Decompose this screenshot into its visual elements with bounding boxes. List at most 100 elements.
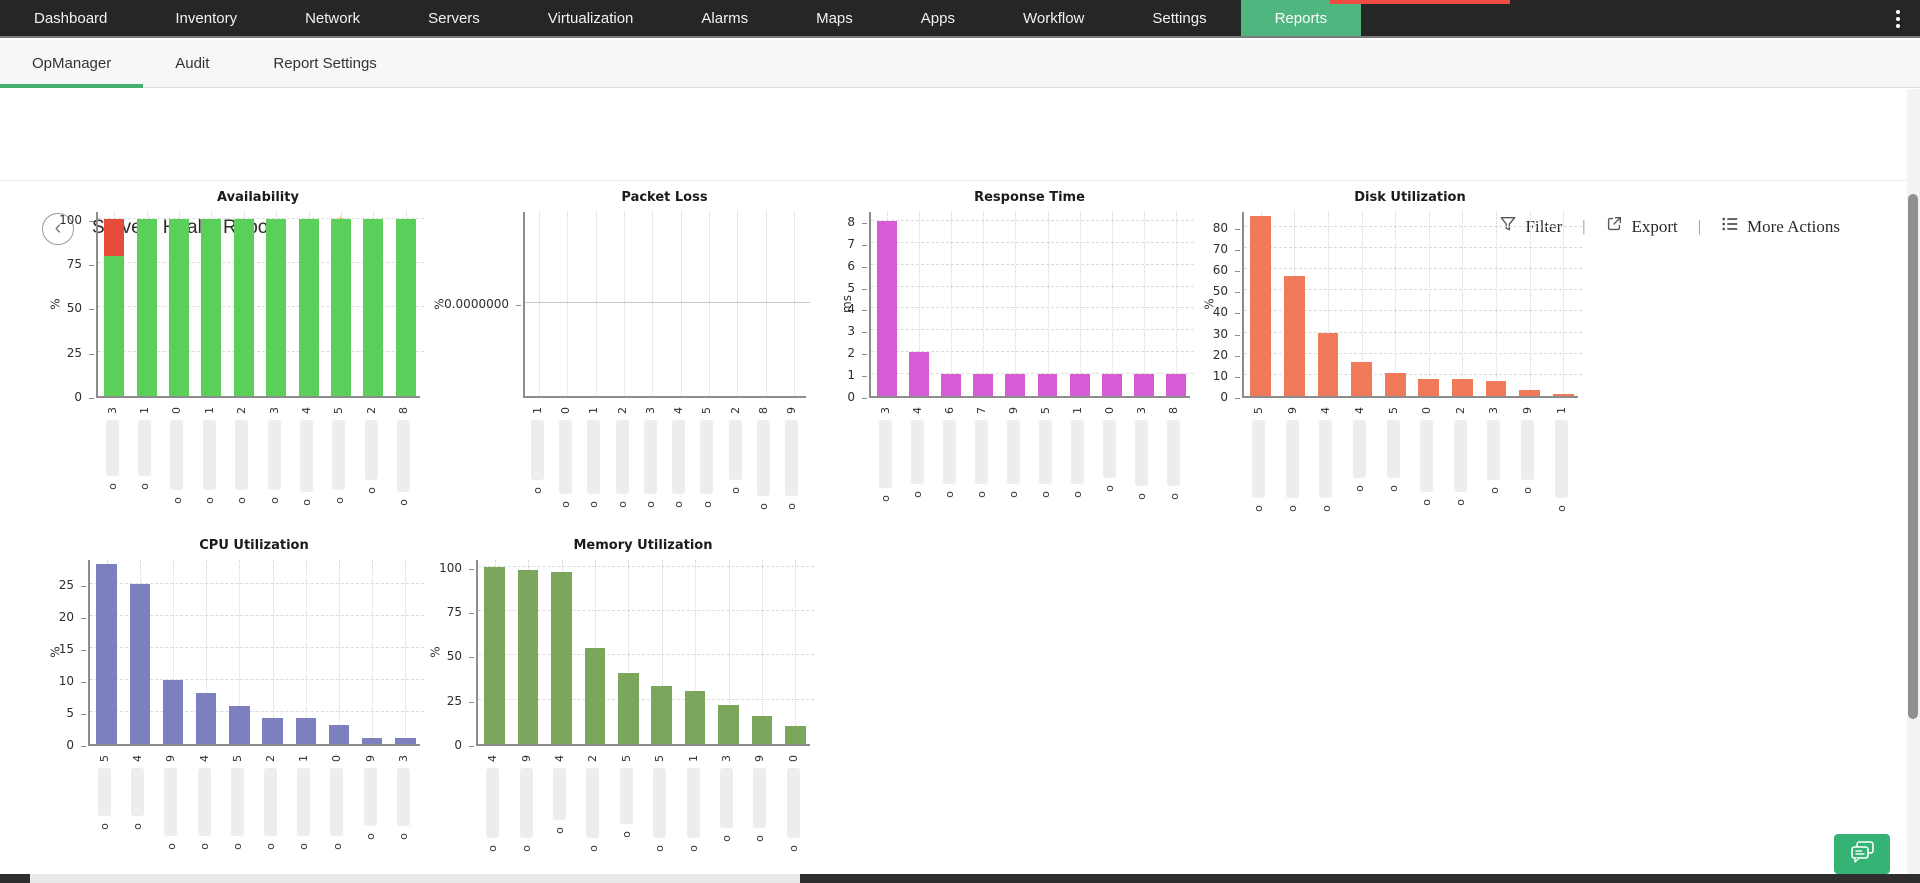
x-tick-char-top: 2: [364, 407, 378, 414]
v-gridline: [1462, 212, 1464, 396]
x-tick-char-top: 9: [363, 755, 377, 762]
x-tick-char-bottom: o: [1386, 485, 1400, 492]
h-gridline: [871, 351, 1194, 353]
x-tick-char-top: 3: [105, 407, 119, 414]
overflow-menu-icon[interactable]: [1888, 0, 1908, 38]
nav-item-virtualization[interactable]: Virtualization: [547, 9, 634, 27]
x-tick-char-bottom: o: [1420, 499, 1434, 506]
y-tick-mark: [81, 681, 86, 683]
nav-item-inventory[interactable]: Inventory: [175, 9, 238, 27]
v-gridline: [405, 560, 407, 744]
v-gridline: [765, 212, 767, 396]
chat-feedback-button[interactable]: [1834, 834, 1890, 874]
redacted-label-pill: [1135, 420, 1149, 486]
redacted-label-pill: [1167, 420, 1181, 486]
x-tick-char-bottom: o: [757, 503, 771, 510]
nav-item-dashboard[interactable]: Dashboard: [34, 9, 108, 27]
bar-available: [363, 218, 384, 396]
export-button[interactable]: Export: [1605, 215, 1678, 238]
x-tick-char-top: 2: [1453, 407, 1467, 414]
bar-available: [266, 218, 287, 396]
chart-title: Memory Utilization: [573, 538, 713, 553]
chart-title: Availability: [217, 190, 299, 205]
v-gridline: [737, 212, 739, 396]
v-gridline: [1563, 212, 1565, 396]
nav-item-servers[interactable]: Servers: [428, 9, 480, 27]
vertical-scrollbar-thumb[interactable]: [1908, 194, 1918, 719]
h-gridline: [1244, 352, 1582, 354]
x-tick-char-bottom: o: [267, 497, 281, 504]
v-gridline: [1143, 212, 1145, 396]
nav-item-maps[interactable]: Maps: [816, 9, 853, 27]
h-gridline: [98, 350, 424, 352]
header-divider: [0, 180, 1920, 181]
plot-area: [869, 212, 1194, 398]
horizontal-scrollbar-thumb[interactable]: [30, 874, 800, 883]
nav-item-workflow[interactable]: Workflow: [1022, 9, 1085, 27]
h-gridline: [871, 219, 1194, 221]
vertical-scrollbar-track[interactable]: [1907, 89, 1920, 874]
x-tick-char-bottom: o: [1071, 491, 1085, 498]
redacted-label-pill: [942, 420, 956, 484]
x-tick-char-bottom: o: [719, 835, 733, 842]
x-tick-char-top: 1: [587, 407, 601, 414]
x-tick-char-top: 9: [1285, 407, 1299, 414]
h-gridline: [478, 610, 814, 612]
chart-disk-utilization: Disk Utilization% 0 10 20 30 40 50 60 70 80 5 o 9 o 4 o…: [1202, 190, 1588, 512]
v-gridline: [695, 560, 697, 744]
nav-item-network[interactable]: Network: [305, 9, 361, 27]
tab-report-settings[interactable]: Report Settings: [241, 40, 408, 87]
nav-item-settings[interactable]: Settings: [1152, 9, 1207, 27]
nav-item-alarms[interactable]: Alarms: [701, 9, 749, 27]
y-tick-mark: [862, 222, 867, 224]
nav-item-reports[interactable]: Reports: [1240, 0, 1362, 36]
h-gridline: [871, 285, 1194, 287]
more-actions-label: More Actions: [1746, 216, 1840, 236]
redacted-label-pill: [264, 768, 278, 836]
y-tick-mark: [469, 746, 474, 747]
bar-response-time: [1037, 374, 1058, 396]
h-gridline: [1244, 310, 1582, 312]
x-tick-char-bottom: o: [1554, 505, 1568, 512]
bar-cpu-utilization: [361, 737, 383, 744]
more-actions-button[interactable]: More Actions: [1721, 215, 1840, 238]
h-gridline: [1244, 247, 1582, 249]
redacted-label-pill: [332, 420, 346, 490]
v-gridline: [272, 560, 274, 744]
list-icon: [1721, 215, 1739, 238]
bar-memory-utilization: [684, 690, 706, 744]
bar-cpu-utilization: [229, 705, 250, 744]
x-tick-char-top: 4: [1353, 407, 1367, 414]
chevron-left-icon: ‹: [54, 216, 62, 239]
y-tick-mark: [1235, 398, 1240, 399]
x-tick-char-bottom: o: [1521, 487, 1535, 494]
bar-available: [136, 218, 157, 396]
tab-audit[interactable]: Audit: [143, 40, 241, 87]
x-tick-char-top: 2: [264, 755, 278, 762]
x-tick-char-top: 4: [552, 755, 566, 762]
nav-item-apps[interactable]: Apps: [920, 9, 955, 27]
x-tick-char-bottom: o: [586, 845, 600, 852]
tab-opmanager[interactable]: OpManager: [0, 40, 144, 88]
bar-disk-utilization: [1384, 372, 1406, 396]
redacted-label-pill: [519, 768, 533, 838]
bar-available: [201, 218, 222, 396]
back-button[interactable]: ‹: [42, 213, 74, 245]
y-tick-label: 30: [1212, 326, 1228, 341]
h-gridline: [1244, 268, 1582, 270]
horizontal-scrollbar-track[interactable]: [0, 874, 1920, 883]
x-tick-char-top: 7: [974, 407, 988, 414]
action-separator: |: [1582, 217, 1586, 235]
